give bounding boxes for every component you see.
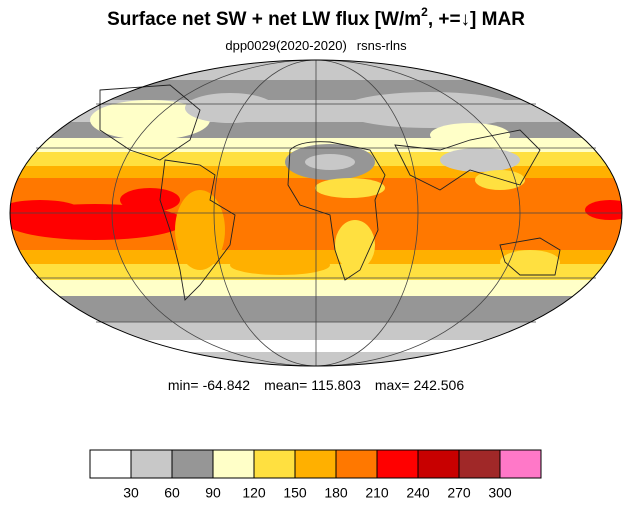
subtitle: dpp0029(2020-2020) rsns-rlns (225, 38, 407, 53)
field-blob (335, 220, 375, 270)
title-text: Surface net SW + net LW flux [W/m (107, 9, 421, 30)
colorbar-label: 90 (205, 485, 221, 501)
variable: rsns-rlns (357, 38, 407, 53)
field-blob (340, 92, 520, 128)
colorbar-box (89, 449, 132, 479)
colorbar-box (294, 449, 337, 479)
field-blob (10, 200, 80, 220)
colorbar-label: 150 (283, 485, 307, 501)
colorbar-box (335, 449, 378, 479)
colorbar-box (417, 449, 460, 479)
field-blob (90, 100, 210, 140)
field-blob (305, 154, 355, 170)
title-sup: 2 (421, 5, 428, 19)
colorbar-label: 210 (365, 485, 389, 501)
stats: min= -64.842 mean= 115.803 max= 242.506 (168, 377, 464, 393)
colorbar-box (376, 449, 419, 479)
colorbar-label: 120 (242, 485, 266, 501)
stat-value: -64.842 (203, 377, 251, 393)
globe-outline (9, 59, 623, 367)
stat-value: 115.803 (311, 377, 361, 393)
title: Surface net SW + net LW flux [W/m2, +=↓]… (107, 5, 525, 30)
colorbar-label: 300 (488, 485, 512, 501)
colorbar-box (499, 449, 542, 479)
stat-label: max= (375, 377, 410, 393)
colorbar-label: 270 (447, 485, 471, 501)
field-blob (315, 178, 385, 198)
colorbar-label: 240 (406, 485, 430, 501)
field-blob (500, 250, 560, 274)
colorbar-box (212, 449, 255, 479)
field-blob (230, 255, 330, 275)
experiment: dpp0029(2020-2020) (225, 38, 346, 53)
field-blob (440, 148, 520, 172)
field-blob (585, 200, 622, 220)
field-blob (185, 93, 275, 123)
colorbar-label: 180 (324, 485, 348, 501)
field-blob (430, 123, 510, 147)
colorbar-box (171, 449, 214, 479)
stat-label: min= (168, 377, 199, 393)
stat-value: 242.506 (414, 377, 465, 393)
colorbar-label: 30 (123, 485, 139, 501)
field-blob (175, 190, 225, 270)
coastlines (99, 84, 561, 301)
colorbar-box (458, 449, 501, 479)
colorbar-label: 60 (164, 485, 180, 501)
colorbar-box (253, 449, 296, 479)
field-blob (475, 170, 525, 190)
field-blob (120, 188, 180, 212)
colorbar-box (130, 449, 173, 479)
stat-label: mean= (264, 377, 307, 393)
colorbar: 30 60 90 120 150 180 210 240 270 300 (89, 449, 542, 501)
title-rest: , +=↓] MAR (428, 9, 525, 30)
